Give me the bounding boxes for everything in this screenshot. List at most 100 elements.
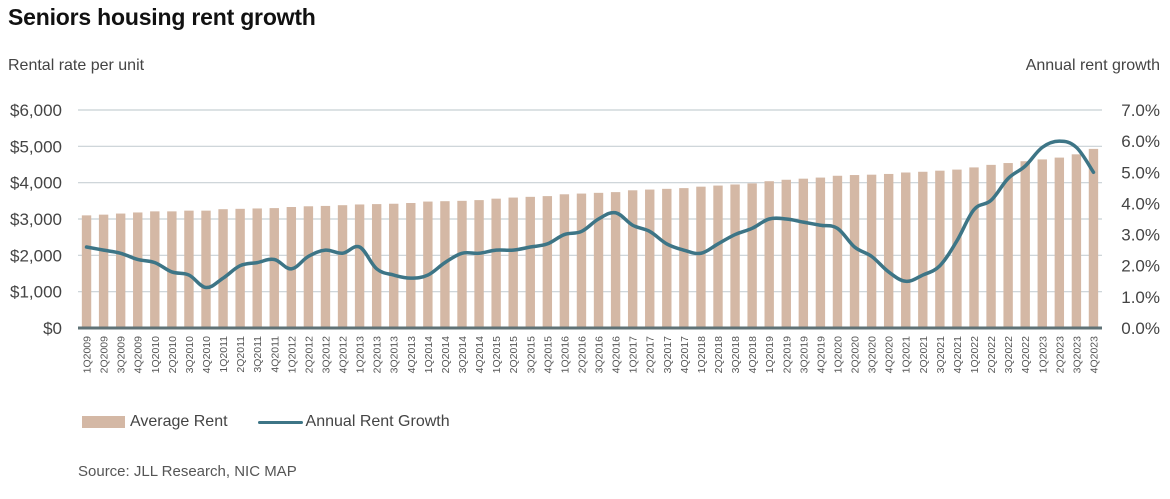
left-axis-title: Rental rate per unit xyxy=(8,57,145,74)
x-tick-label: 4Q2019 xyxy=(815,336,827,374)
x-tick-label: 2Q2012 xyxy=(303,336,315,374)
x-tick-label: 1Q2019 xyxy=(764,336,776,374)
left-tick-label: $0 xyxy=(43,319,62,338)
right-tick-label: 6.0% xyxy=(1121,132,1160,151)
x-tick-label: 3Q2018 xyxy=(730,336,742,374)
bar-3Q2012 xyxy=(320,205,331,328)
x-axis-labels: 1Q2009 2Q2009 3Q2009 4Q2009 1Q2010 2Q2010 3Q20… xyxy=(82,336,1101,374)
bar-4Q2012 xyxy=(337,205,348,328)
x-tick-label: 4Q2011 xyxy=(269,336,281,373)
right-tick-label: 2.0% xyxy=(1121,257,1160,276)
bar-3Q2020 xyxy=(866,174,877,328)
bar-3Q2022 xyxy=(1003,163,1013,328)
x-tick-label: 2Q2018 xyxy=(713,336,725,374)
bar-2Q2010 xyxy=(167,211,177,328)
bar-1Q2020 xyxy=(832,175,843,328)
x-tick-label: 4Q2015 xyxy=(542,336,554,374)
bar-2Q2013 xyxy=(371,204,382,328)
left-tick-label: $1,000 xyxy=(10,283,62,302)
bar-4Q2009 xyxy=(133,212,143,328)
x-tick-label: 2Q2021 xyxy=(918,336,930,374)
x-tick-label: 4Q2010 xyxy=(201,336,213,374)
bar-4Q2018 xyxy=(747,183,757,328)
x-tick-label: 3Q2016 xyxy=(594,336,606,374)
bar-4Q2020 xyxy=(883,173,894,328)
x-tick-label: 1Q2010 xyxy=(150,336,162,374)
x-tick-label: 2Q2020 xyxy=(850,336,862,374)
bar-2Q2015 xyxy=(508,197,518,328)
bar-1Q2010 xyxy=(150,211,160,328)
bar-2Q2023 xyxy=(1054,157,1065,328)
right-tick-label: 7.0% xyxy=(1121,101,1160,120)
bar-4Q2023 xyxy=(1088,148,1099,328)
x-tick-label: 1Q2022 xyxy=(969,336,981,374)
legend-item-average-rent: Average Rent xyxy=(82,413,228,431)
line-swatch-icon xyxy=(257,420,303,424)
x-tick-label: 1Q2018 xyxy=(696,336,708,374)
x-tick-label: 1Q2013 xyxy=(355,336,367,374)
x-tick-label: 1Q2011 xyxy=(218,336,230,373)
bar-3Q2010 xyxy=(184,210,194,328)
x-tick-label: 1Q2023 xyxy=(1037,336,1049,374)
left-tick-label: $3,000 xyxy=(10,210,62,229)
x-tick-label: 4Q2009 xyxy=(133,336,145,374)
x-tick-label: 2Q2016 xyxy=(576,336,588,374)
x-tick-label: 4Q2023 xyxy=(1088,336,1100,374)
legend-item-annual-rent-growth: Annual Rent Growth xyxy=(257,413,450,431)
x-tick-label: 3Q2014 xyxy=(457,336,469,374)
x-tick-label: 3Q2015 xyxy=(525,336,537,374)
right-tick-label: 1.0% xyxy=(1121,288,1160,307)
x-tick-label: 4Q2018 xyxy=(747,336,759,374)
x-tick-label: 3Q2020 xyxy=(867,336,879,374)
bar-3Q2017 xyxy=(662,188,672,328)
x-tick-label: 3Q2017 xyxy=(662,336,674,374)
right-tick-label: 3.0% xyxy=(1121,226,1160,245)
bar-2Q2022 xyxy=(986,164,996,328)
bar-1Q2011 xyxy=(218,209,228,328)
bar-4Q2017 xyxy=(679,188,689,328)
bar-swatch-icon xyxy=(82,416,125,428)
bar-2Q2016 xyxy=(576,193,587,328)
x-tick-label: 2Q2009 xyxy=(99,336,111,374)
left-tick-label: $4,000 xyxy=(10,174,62,193)
bar-3Q2009 xyxy=(115,213,126,328)
bar-3Q2019 xyxy=(798,178,809,328)
x-tick-label: 2Q2013 xyxy=(372,336,384,374)
x-tick-label: 3Q2010 xyxy=(184,336,196,374)
bar-1Q2018 xyxy=(696,186,706,328)
right-axis-ticks: 0.0% 1.0% 2.0% 3.0% 4.0% 5.0% 6.0% 7.0% xyxy=(1121,101,1160,338)
x-tick-label: 3Q2021 xyxy=(935,336,947,374)
bar-1Q2013 xyxy=(354,204,365,328)
legend: Average Rent Annual Rent Growth xyxy=(82,413,480,431)
bar-4Q2011 xyxy=(269,208,279,328)
right-tick-label: 0.0% xyxy=(1121,319,1160,338)
x-tick-label: 4Q2017 xyxy=(679,336,691,374)
bar-1Q2022 xyxy=(969,167,979,328)
left-axis-ticks: $0 $1,000 $2,000 $3,000 $4,000 $5,000 $6,000 xyxy=(10,101,62,338)
x-tick-label: 2Q2010 xyxy=(167,336,179,374)
x-tick-label: 4Q2013 xyxy=(406,336,418,374)
x-tick-label: 1Q2020 xyxy=(832,336,844,374)
x-tick-label: 1Q2021 xyxy=(901,336,913,374)
x-tick-label: 1Q2014 xyxy=(423,336,435,374)
right-tick-label: 4.0% xyxy=(1121,194,1160,213)
bar-1Q2017 xyxy=(627,190,638,328)
x-tick-label: 1Q2017 xyxy=(628,336,640,374)
right-tick-label: 5.0% xyxy=(1121,163,1160,182)
left-tick-label: $5,000 xyxy=(10,137,62,156)
bar-3Q2013 xyxy=(389,203,399,328)
gridlines xyxy=(78,109,1102,293)
x-tick-label: 2Q2022 xyxy=(986,336,998,374)
x-tick-label: 4Q2012 xyxy=(338,336,350,374)
bar-1Q2023 xyxy=(1037,159,1047,328)
bar-4Q2016 xyxy=(610,192,621,328)
x-tick-label: 2Q2015 xyxy=(508,336,520,374)
x-tick-label: 3Q2009 xyxy=(116,336,128,374)
bar-2Q2009 xyxy=(98,214,109,328)
bar-2Q2018 xyxy=(713,185,723,328)
x-tick-label: 2Q2011 xyxy=(235,336,247,373)
x-tick-label: 3Q2011 xyxy=(252,336,264,373)
bar-1Q2019 xyxy=(764,181,774,328)
chart-title: Seniors housing rent growth xyxy=(8,4,316,30)
